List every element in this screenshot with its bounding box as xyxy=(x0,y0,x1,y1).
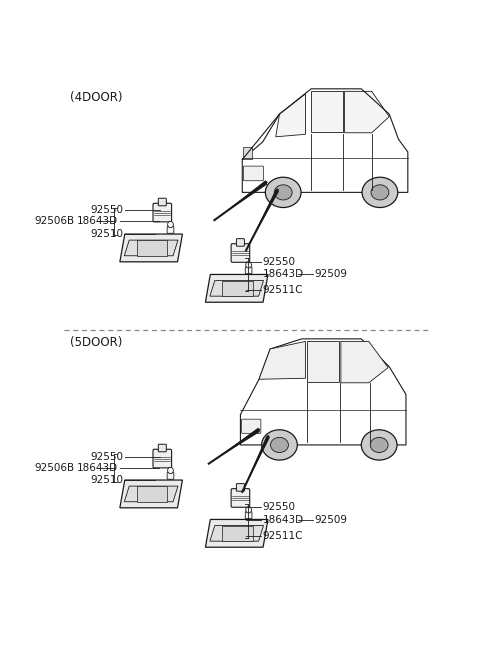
Text: 92550: 92550 xyxy=(263,502,296,512)
FancyBboxPatch shape xyxy=(158,198,166,206)
FancyBboxPatch shape xyxy=(237,239,244,246)
Polygon shape xyxy=(210,525,264,541)
Ellipse shape xyxy=(274,185,292,200)
FancyBboxPatch shape xyxy=(167,226,174,234)
FancyBboxPatch shape xyxy=(237,483,244,491)
Polygon shape xyxy=(205,520,268,547)
Text: 92509: 92509 xyxy=(315,515,348,525)
FancyBboxPatch shape xyxy=(153,203,172,222)
Polygon shape xyxy=(124,486,178,502)
Polygon shape xyxy=(209,428,260,464)
Polygon shape xyxy=(205,274,268,302)
Polygon shape xyxy=(210,281,264,296)
Ellipse shape xyxy=(168,467,173,474)
Text: 92510: 92510 xyxy=(90,229,123,239)
Ellipse shape xyxy=(246,506,252,513)
Text: 18643D: 18643D xyxy=(76,216,118,226)
Ellipse shape xyxy=(265,177,301,207)
FancyBboxPatch shape xyxy=(231,243,250,262)
Text: (4DOOR): (4DOOR) xyxy=(71,91,123,104)
Ellipse shape xyxy=(271,438,288,453)
Polygon shape xyxy=(242,435,270,492)
Text: 18643D: 18643D xyxy=(263,515,304,525)
Text: 92550: 92550 xyxy=(263,256,296,266)
Polygon shape xyxy=(345,91,389,133)
Ellipse shape xyxy=(246,262,252,268)
FancyBboxPatch shape xyxy=(158,444,166,452)
Ellipse shape xyxy=(371,185,389,200)
Ellipse shape xyxy=(362,177,398,207)
Polygon shape xyxy=(222,281,253,296)
FancyBboxPatch shape xyxy=(241,419,261,434)
Text: 92550: 92550 xyxy=(90,451,123,462)
Ellipse shape xyxy=(361,430,397,460)
Text: 92506B: 92506B xyxy=(35,216,75,226)
FancyBboxPatch shape xyxy=(243,166,264,181)
Polygon shape xyxy=(124,240,178,256)
Ellipse shape xyxy=(168,221,173,228)
Text: 92511C: 92511C xyxy=(263,531,303,541)
Ellipse shape xyxy=(262,430,297,460)
Polygon shape xyxy=(215,180,267,220)
Text: 92510: 92510 xyxy=(90,476,123,485)
Polygon shape xyxy=(311,91,343,132)
Text: 92511C: 92511C xyxy=(263,285,303,295)
Text: 18643D: 18643D xyxy=(263,269,304,279)
Polygon shape xyxy=(137,240,168,256)
Polygon shape xyxy=(137,486,168,502)
Polygon shape xyxy=(120,480,182,508)
Polygon shape xyxy=(120,234,182,262)
Polygon shape xyxy=(307,341,339,382)
Text: 92506B: 92506B xyxy=(35,462,75,473)
Text: 92550: 92550 xyxy=(90,205,123,215)
FancyBboxPatch shape xyxy=(167,472,174,480)
Polygon shape xyxy=(222,525,253,541)
Text: 92509: 92509 xyxy=(315,269,348,279)
FancyBboxPatch shape xyxy=(245,512,252,519)
Text: 18643D: 18643D xyxy=(76,462,118,473)
Text: (5DOOR): (5DOOR) xyxy=(71,337,123,350)
FancyBboxPatch shape xyxy=(153,449,172,468)
Ellipse shape xyxy=(370,438,388,453)
Polygon shape xyxy=(276,94,305,137)
Polygon shape xyxy=(341,341,388,383)
Polygon shape xyxy=(259,341,305,379)
FancyBboxPatch shape xyxy=(243,148,252,159)
FancyBboxPatch shape xyxy=(231,489,250,507)
Polygon shape xyxy=(246,188,279,251)
FancyBboxPatch shape xyxy=(245,267,252,274)
